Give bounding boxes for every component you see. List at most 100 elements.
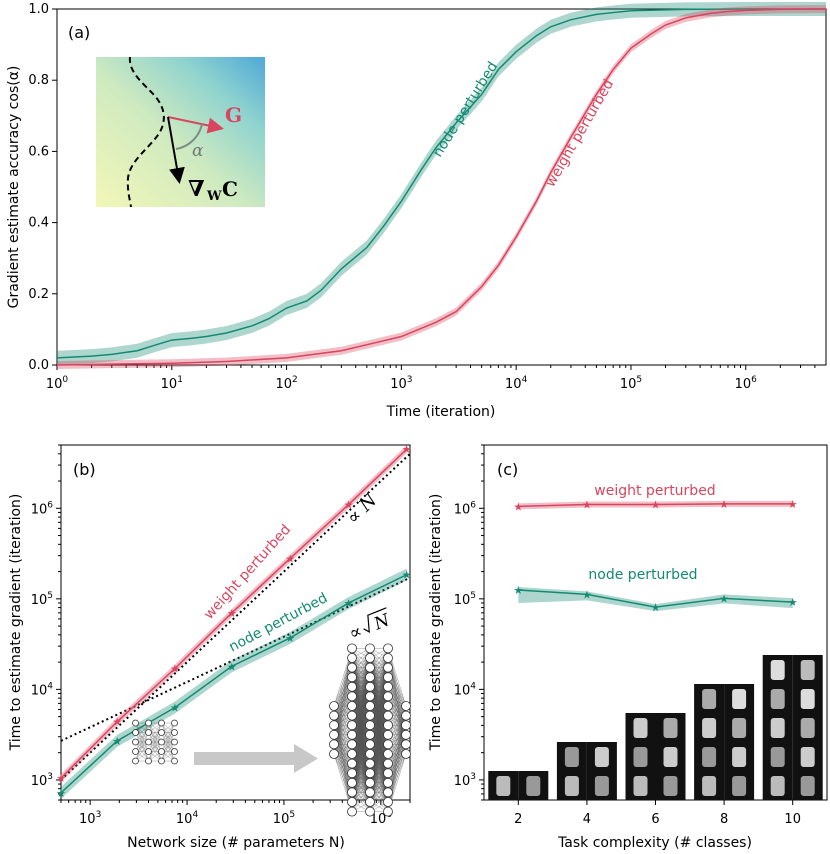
network-node [329, 701, 339, 711]
panel-a: 100 101 102 103 104 105 1060.00.20.40.60.81.0 … [6, 2, 827, 420]
network-node [347, 681, 357, 692]
gradient-angle-inset: G α ∇ W C [96, 56, 265, 208]
network-edge [148, 722, 162, 752]
node-perturbed-label: node perturbed [430, 59, 501, 160]
thumbnail-item [496, 776, 511, 796]
network-node [329, 739, 339, 750]
thumbnail-item [633, 747, 648, 767]
network-node [132, 719, 139, 727]
network-node [145, 757, 152, 765]
network-node [383, 777, 393, 788]
network-edge [161, 722, 175, 752]
level-set-curve [126, 56, 165, 208]
network-node [365, 729, 375, 740]
network-node [329, 749, 339, 759]
tick-label: 6 [651, 812, 659, 827]
thumbnail-item [633, 776, 648, 796]
thumbnail-item [770, 747, 785, 767]
network-node [347, 787, 357, 798]
network-edge [135, 722, 149, 743]
thumbnail-item [526, 776, 541, 796]
data-point-marker: ★ [788, 498, 798, 511]
thumbnail-item [594, 747, 609, 767]
network-edge [333, 753, 353, 783]
network-edge [369, 648, 389, 793]
data-point-marker: ★ [513, 500, 523, 513]
network-edge [369, 667, 389, 812]
sqrt-n: N [370, 610, 393, 635]
data-point-marker: ★ [402, 569, 412, 582]
tick-label: 105 [273, 810, 295, 827]
network-node [347, 710, 357, 721]
network-node [347, 691, 357, 702]
thumbnail-item [564, 747, 579, 767]
thumbnail-item [732, 747, 747, 767]
series-band [518, 587, 793, 612]
data-point-marker: ★ [344, 499, 354, 512]
network-node [347, 729, 357, 740]
propto-symbol: ∝ [346, 621, 365, 645]
network-node [347, 749, 357, 759]
network-node [365, 653, 375, 663]
large-network-icon [329, 643, 411, 817]
network-node [329, 720, 339, 731]
tick-label: 103 [79, 810, 101, 827]
network-node [383, 739, 393, 750]
network-node [401, 739, 411, 750]
data-point-marker: ★ [788, 596, 798, 609]
network-edge [351, 782, 371, 812]
network-node [383, 797, 393, 807]
thumbnail-item [800, 689, 815, 709]
alpha-arc [175, 123, 203, 150]
thumbnail-item [702, 718, 717, 738]
network-node [383, 662, 393, 673]
network-node [347, 768, 357, 779]
network-edge [369, 648, 389, 678]
thumbnail-item [663, 776, 678, 796]
network-node [145, 738, 152, 746]
network-node [383, 681, 393, 692]
network-node [145, 748, 152, 755]
network-edge [135, 722, 149, 752]
thumbnail-item [594, 776, 609, 796]
data-point-marker: ★ [112, 735, 122, 748]
network-edge [161, 741, 175, 762]
panel-a-ticks: 100 101 102 103 104 105 106 0.0 0.2 0.4 0.6 0.8 1.0 [28, 2, 816, 392]
network-edge [351, 648, 371, 678]
network-node [329, 710, 339, 721]
series-line [56, 8, 827, 366]
network-node [347, 720, 357, 731]
thumbnail-item [564, 776, 579, 796]
network-edge [161, 722, 175, 743]
network-node [347, 653, 357, 663]
network-edge [387, 705, 407, 735]
data-point-marker: ★ [651, 499, 661, 512]
c-weight-perturbed-label: weight perturbed [594, 483, 715, 499]
tick-label: 104 [505, 375, 528, 392]
propto-n-label: ∝ N [343, 489, 383, 529]
network-node [365, 681, 375, 692]
network-node [347, 672, 357, 683]
network-node [383, 749, 393, 759]
panel-a-xlabel: Time (iteration) [386, 404, 496, 420]
network-node [329, 729, 339, 740]
network-node [132, 729, 139, 736]
panel-c: 2 4 6 8 10 103 104 105 106 ★ ★ ★ ★ ★ ★ ★ ★ ★ ★ (c) Task c… [428, 444, 828, 851]
thumbnail-item [770, 689, 785, 709]
data-point-marker: ★ [227, 660, 237, 673]
network-node [347, 701, 357, 711]
network-node [132, 738, 139, 746]
data-point-marker: ★ [170, 663, 180, 676]
network-edge [148, 732, 162, 762]
data-point-marker: ★ [285, 552, 295, 565]
network-node [365, 691, 375, 702]
tick-label: 8 [720, 812, 728, 827]
network-node [401, 749, 411, 759]
network-node [145, 719, 152, 727]
network-node [347, 662, 357, 673]
series-line [518, 589, 793, 608]
network-node [383, 729, 393, 740]
tick-label: 4 [583, 812, 591, 827]
thumbnail-item [770, 718, 785, 738]
tick-label: 105 [454, 591, 476, 608]
